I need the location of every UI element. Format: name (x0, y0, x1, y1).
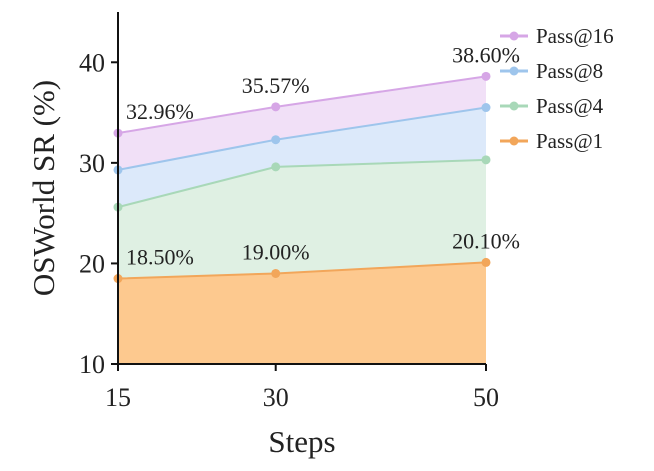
x-tick-label-30: 30 (263, 383, 289, 412)
y-axis-label: OSWorld SR (%) (26, 80, 61, 296)
point-pass-16-50 (481, 71, 491, 81)
data-labels: 32.96% 35.57% 38.60% 18.50% 19.00% 20.10% (126, 42, 520, 269)
x-tick-label-50: 50 (473, 383, 499, 412)
legend-marker-pass-4 (509, 101, 519, 111)
data-label-pass-16-15: 32.96% (126, 99, 194, 124)
legend-marker-pass-1 (509, 136, 519, 146)
legend-marker-pass-8 (509, 66, 519, 76)
legend-marker-pass-16 (509, 31, 519, 41)
data-points (113, 71, 491, 284)
point-pass-8-50 (481, 103, 491, 113)
point-pass-8-30 (271, 135, 281, 145)
x-tick-label-15: 15 (105, 383, 131, 412)
y-tick-label-10: 10 (79, 350, 105, 379)
point-pass-4-30 (271, 162, 281, 172)
x-axis-label: Steps (268, 424, 335, 459)
y-tick-label-20: 20 (79, 249, 105, 278)
point-pass-16-30 (271, 102, 281, 112)
legend-label-pass-16: Pass@16 (536, 24, 614, 48)
area-pass-1 (118, 262, 486, 364)
point-pass-1-50 (481, 257, 491, 267)
data-label-pass-1-50: 20.10% (452, 228, 520, 253)
legend: Pass@16 Pass@8 Pass@4 Pass@1 (500, 24, 614, 153)
y-tick-label-40: 40 (79, 48, 105, 77)
data-label-pass-1-15: 18.50% (126, 245, 194, 270)
point-pass-1-30 (271, 268, 281, 278)
legend-label-pass-4: Pass@4 (536, 94, 604, 118)
data-label-pass-16-50: 38.60% (452, 42, 520, 67)
axes (117, 12, 486, 365)
y-tick-label-30: 30 (79, 149, 105, 178)
point-pass-4-50 (481, 155, 491, 165)
legend-label-pass-8: Pass@8 (536, 59, 603, 83)
data-label-pass-1-30: 19.00% (242, 239, 310, 264)
data-label-pass-16-30: 35.57% (242, 73, 310, 98)
legend-label-pass-1: Pass@1 (536, 129, 603, 153)
axis-ticks: 10 20 30 40 15 30 50 (79, 48, 499, 412)
area-layers (118, 76, 486, 365)
